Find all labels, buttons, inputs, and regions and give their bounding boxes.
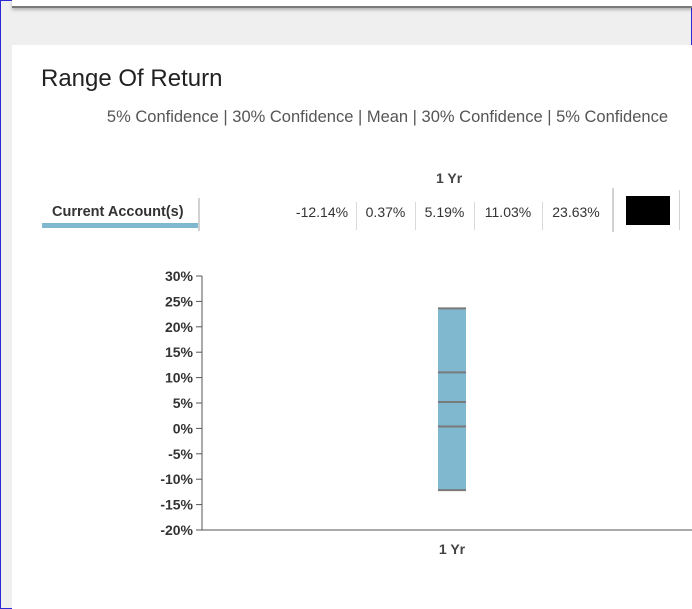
y-tick-label: 0% (173, 420, 194, 436)
right-edge-divider (679, 190, 680, 230)
value-cell-5-high: 23.63% (552, 204, 600, 220)
value-cell-5-low: -12.14% (288, 202, 357, 230)
period-header: 1 Yr (436, 170, 463, 186)
confidence-legend: 5% Confidence | 30% Confidence | Mean | … (106, 108, 668, 126)
y-tick-label: 10% (165, 370, 194, 386)
y-tick-label: 5% (173, 395, 194, 411)
x-tick-label: 1 Yr (439, 541, 466, 557)
value-cell-mean: 5.19% (415, 202, 475, 230)
top-divider (12, 0, 692, 8)
account-series-underline (42, 223, 199, 228)
value-cell-30-high: 11.03% (474, 202, 543, 230)
y-tick-label: 25% (165, 293, 194, 309)
page-title: Range Of Return (41, 65, 223, 92)
label-divider (198, 198, 200, 231)
y-tick-label: 15% (165, 344, 194, 360)
range-chart: 30% 25% 20% 15% 10% 5% 0% -5% -10% -15% -20% 1 Yr (160, 268, 692, 557)
y-tick-label: -20% (160, 522, 193, 538)
value-cell-30-low: 0.37% (356, 202, 416, 230)
range-bar (438, 308, 466, 491)
y-tick-label: -15% (160, 497, 193, 513)
y-tick-label: 20% (165, 319, 194, 335)
y-tick-label: 30% (165, 268, 194, 284)
y-tick-label: -5% (168, 446, 193, 462)
series-color-swatch (626, 196, 670, 225)
account-label[interactable]: Current Account(s) (52, 204, 184, 220)
range-of-return-panel: Range Of Return 5% Confidence | 30% Conf… (12, 45, 692, 609)
y-tick-label: -10% (160, 471, 193, 487)
value-row-divider (612, 188, 614, 232)
